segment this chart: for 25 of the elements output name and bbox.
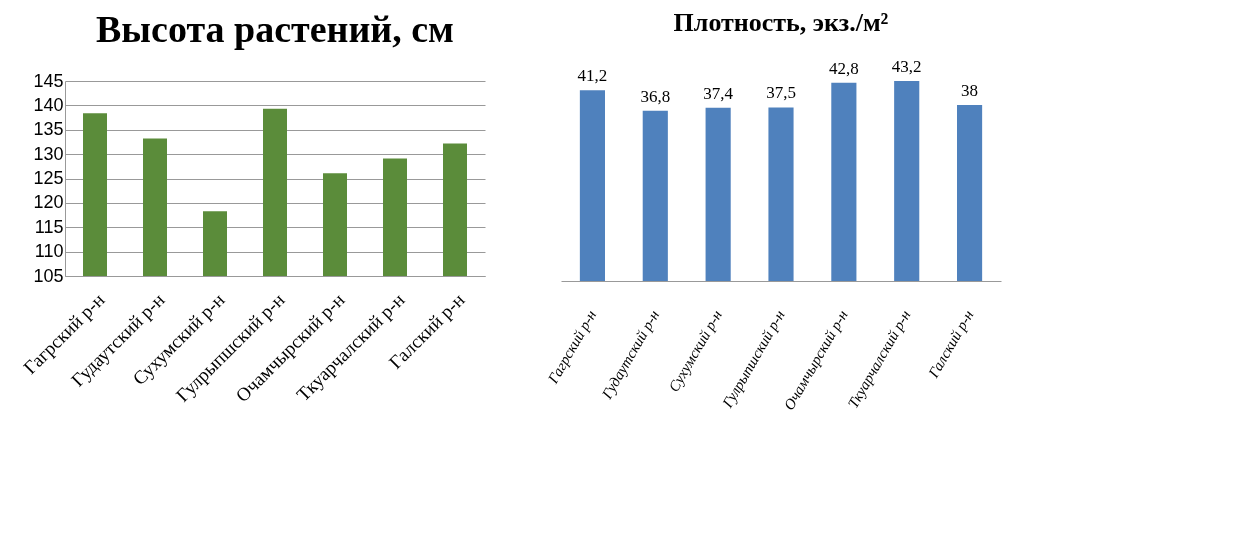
y-tick-label: 115 [34,216,64,237]
bar [831,82,857,281]
bar [579,90,605,281]
data-label: 36,8 [640,86,671,106]
data-label: 43,2 [891,57,922,76]
data-label: 37,4 [703,83,734,103]
chart-title: Высота растений, см [96,8,454,50]
y-tick-label: 120 [33,192,64,213]
y-tick-label: 105 [33,265,64,286]
bar [642,110,668,281]
data-label: 38 [961,81,979,101]
y-tick-label: 140 [33,94,64,115]
bar [705,107,731,281]
y-tick-label: 125 [33,168,64,188]
bar [768,107,794,281]
data-label: 37,5 [766,83,796,103]
data-label: 42,8 [828,58,859,78]
chart-title: Плотность, экз./м² [673,8,889,37]
bar [957,105,983,281]
y-tick-label: 135 [33,119,64,140]
bar [894,81,920,281]
y-tick-label: 145 [33,70,64,91]
y-tick-label: 110 [34,241,64,262]
y-tick-label: 130 [33,143,64,164]
data-label: 41,2 [577,66,608,86]
